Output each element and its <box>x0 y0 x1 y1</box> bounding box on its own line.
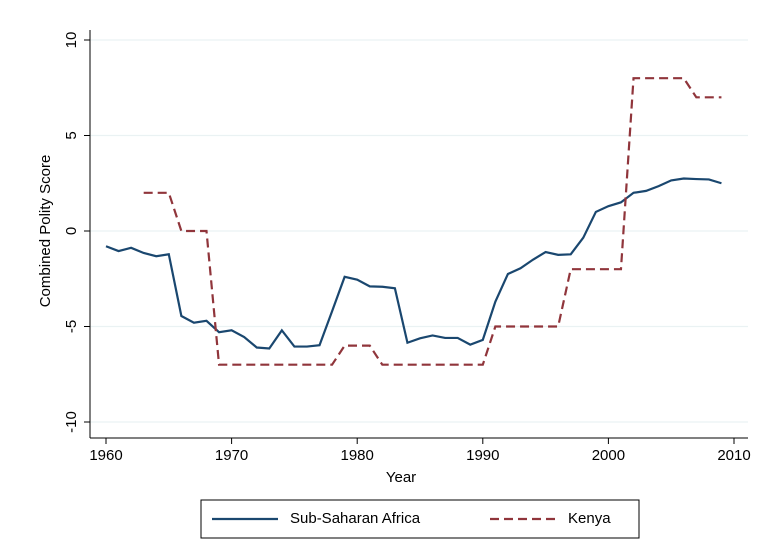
series-line <box>105 177 722 350</box>
x-tick-label: 2010 <box>717 447 750 464</box>
x-tick-label: 1970 <box>215 447 248 464</box>
series-line <box>143 77 722 366</box>
y-tick-label: 5 <box>63 131 80 139</box>
x-tick-label: 1960 <box>89 447 122 464</box>
legend-label: Sub-Saharan Africa <box>290 510 421 527</box>
x-tick-label: 1980 <box>341 447 374 464</box>
y-tick-label: -5 <box>63 320 80 333</box>
x-tick-label: 2000 <box>592 447 625 464</box>
x-axis-label: Year <box>386 469 416 486</box>
x-tick-label: 1990 <box>466 447 499 464</box>
legend-label: Kenya <box>568 510 611 527</box>
y-tick-label: -10 <box>63 411 80 433</box>
y-tick-label: 10 <box>63 32 80 49</box>
y-axis-label: Combined Polity Score <box>37 155 54 308</box>
y-tick-label: 0 <box>63 227 80 235</box>
